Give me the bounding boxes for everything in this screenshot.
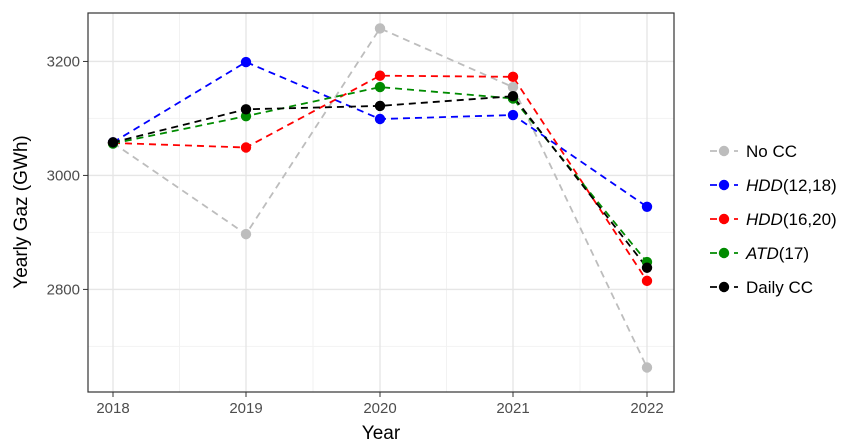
point-hdd-12-18 bbox=[507, 109, 519, 121]
y-axis-title: Yearly Gaz (GWh) bbox=[11, 135, 32, 288]
point-hdd-16-20 bbox=[507, 71, 519, 83]
series-line-atd-17 bbox=[112, 86, 648, 263]
x-tick-label: 2019 bbox=[229, 400, 262, 417]
legend-label-atd-17: ATD(17) bbox=[745, 244, 809, 263]
x-axis-title: Year bbox=[362, 423, 401, 443]
point-hdd-12-18 bbox=[641, 201, 653, 212]
legend-label-no-cc: No CC bbox=[746, 142, 797, 161]
point-hdd-16-20 bbox=[641, 275, 653, 287]
y-tick-label: 3200 bbox=[47, 53, 80, 70]
legend-key-point-hdd-12-18 bbox=[718, 179, 730, 191]
point-no-cc bbox=[374, 23, 386, 34]
point-daily-cc bbox=[240, 104, 252, 115]
legend-key-point-atd-17 bbox=[718, 247, 730, 259]
legend-key-point-hdd-16-20 bbox=[718, 213, 730, 225]
plot-panel-border bbox=[87, 12, 675, 393]
point-hdd-12-18 bbox=[240, 56, 252, 68]
point-hdd-16-20 bbox=[374, 70, 386, 81]
x-tick-label: 2022 bbox=[630, 400, 663, 417]
point-daily-cc bbox=[507, 91, 519, 102]
point-atd-17 bbox=[374, 81, 386, 93]
y-tick-label: 2800 bbox=[47, 281, 80, 298]
point-no-cc bbox=[507, 81, 519, 93]
legend-key-point-no-cc bbox=[718, 145, 730, 157]
legend-label-hdd-12-18: HDD(12,18) bbox=[746, 176, 837, 195]
point-hdd-12-18 bbox=[374, 113, 386, 125]
point-daily-cc bbox=[641, 262, 653, 273]
legend-key-point-daily-cc bbox=[718, 281, 730, 293]
legend-label-hdd-16-20: HDD(16,20) bbox=[746, 210, 837, 229]
y-tick-label: 3000 bbox=[47, 167, 80, 184]
point-daily-cc bbox=[374, 100, 386, 112]
point-no-cc bbox=[641, 362, 653, 373]
point-no-cc bbox=[240, 228, 252, 240]
point-hdd-16-20 bbox=[240, 142, 252, 153]
x-tick-label: 2020 bbox=[363, 400, 396, 417]
x-tick-label: 2018 bbox=[96, 400, 129, 417]
legend-label-daily-cc: Daily CC bbox=[746, 278, 813, 297]
series-lines bbox=[107, 23, 653, 373]
axes: 2018 2019 2020 2021 2022 2800 3000 3200 bbox=[47, 53, 664, 417]
legend: No CC HDD(12,18) HDD(16,20) ATD(17) Daily CC bbox=[710, 142, 837, 297]
grid-lines bbox=[88, 13, 674, 392]
x-tick-label: 2021 bbox=[496, 400, 529, 417]
point-daily-cc bbox=[107, 137, 119, 148]
series-line-hdd-16-20 bbox=[112, 74, 648, 282]
